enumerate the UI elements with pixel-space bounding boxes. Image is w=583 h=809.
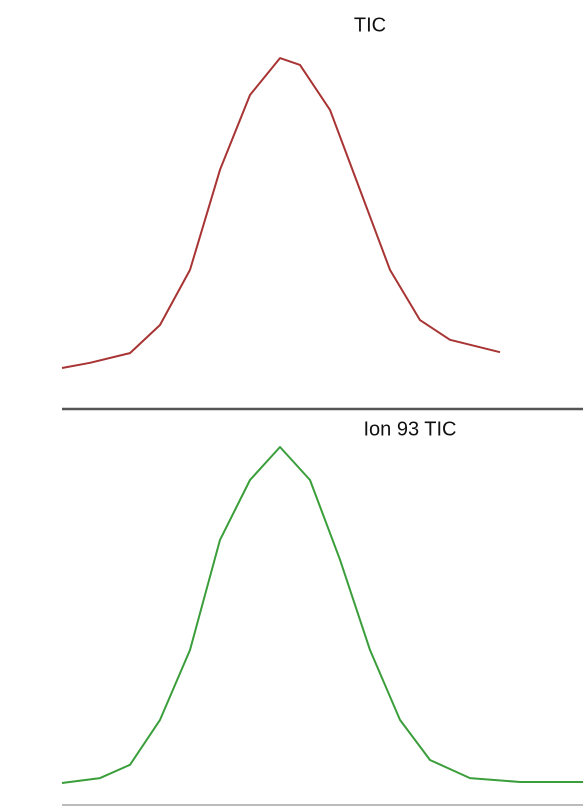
chart-title: Ion 93 TIC <box>363 418 456 440</box>
chart-title: TIC <box>354 14 386 36</box>
line-series <box>61 446 583 784</box>
line-series <box>61 57 501 369</box>
